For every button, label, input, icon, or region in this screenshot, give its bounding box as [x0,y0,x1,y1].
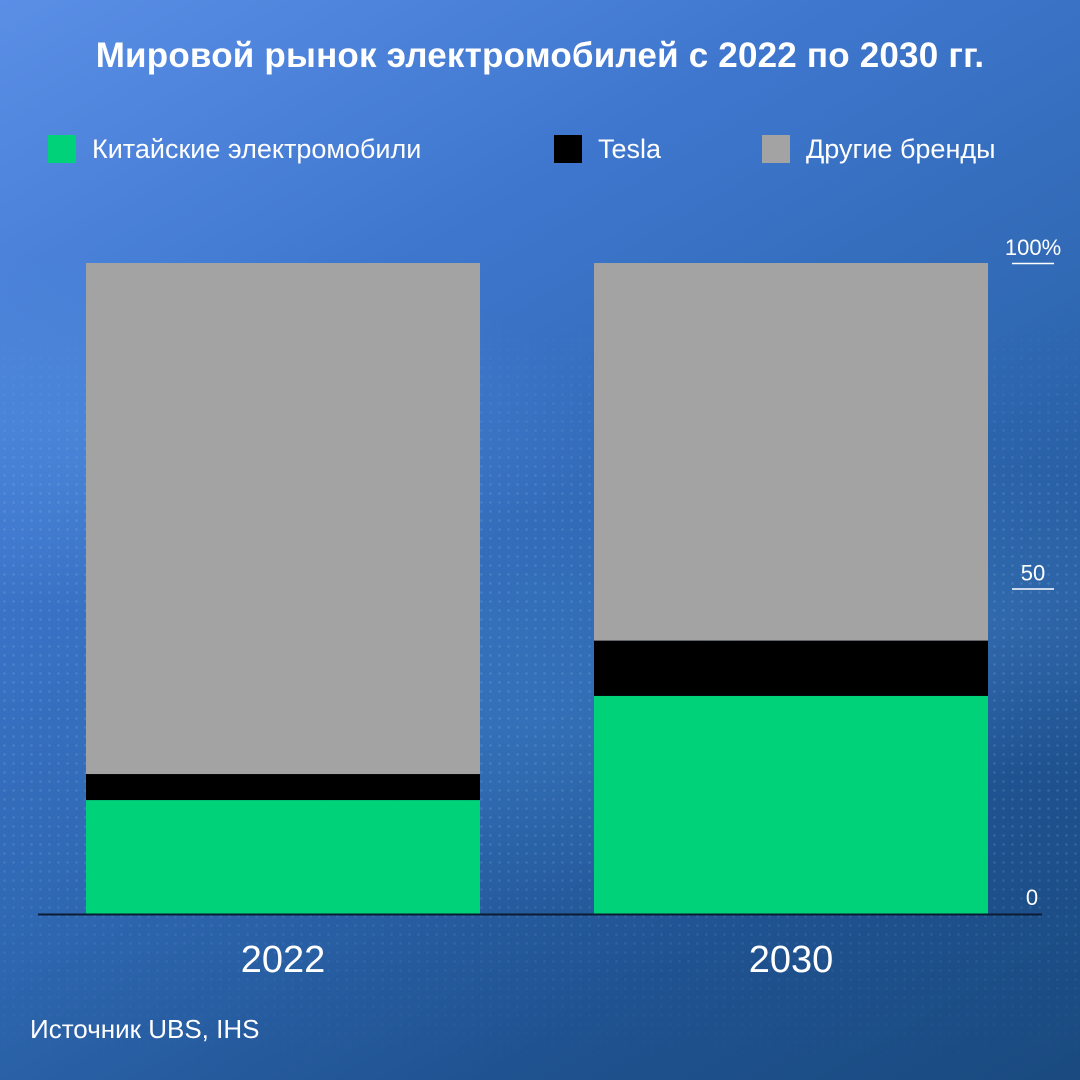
x-tick-label-2022: 2022 [241,939,326,981]
bar-segment-other-2022 [86,263,480,775]
y-tick-label-0: 0 [1026,885,1038,910]
legend-label-other: Другие бренды [806,133,996,164]
chart-title: Мировой рынок электромобилей с 2022 по 2… [95,36,985,75]
legend-swatch-chinese [48,135,76,163]
source-note: Источник UBS, IHS [30,1014,260,1044]
bar-segment-chinese-2022 [86,800,480,914]
y-tick-label-50: 50 [1021,561,1045,586]
legend-label-tesla: Tesla [598,133,662,164]
legend-swatch-other [762,135,790,163]
legend-item-other: Другие бренды [762,134,996,164]
x-tick-label-2030: 2030 [749,939,834,981]
bar-segment-other-2030 [594,263,988,641]
y-tick-label-100: 100% [1005,235,1061,260]
legend-label-chinese: Китайские электромобили [92,133,422,164]
legend-item-chinese: Китайские электромобили [48,134,421,164]
bar-segment-tesla-2030 [594,640,988,696]
legend-item-tesla: Tesla [554,134,661,164]
legend-swatch-tesla [554,135,582,163]
bar-segment-tesla-2022 [86,774,480,801]
bar-segment-chinese-2030 [594,695,988,914]
